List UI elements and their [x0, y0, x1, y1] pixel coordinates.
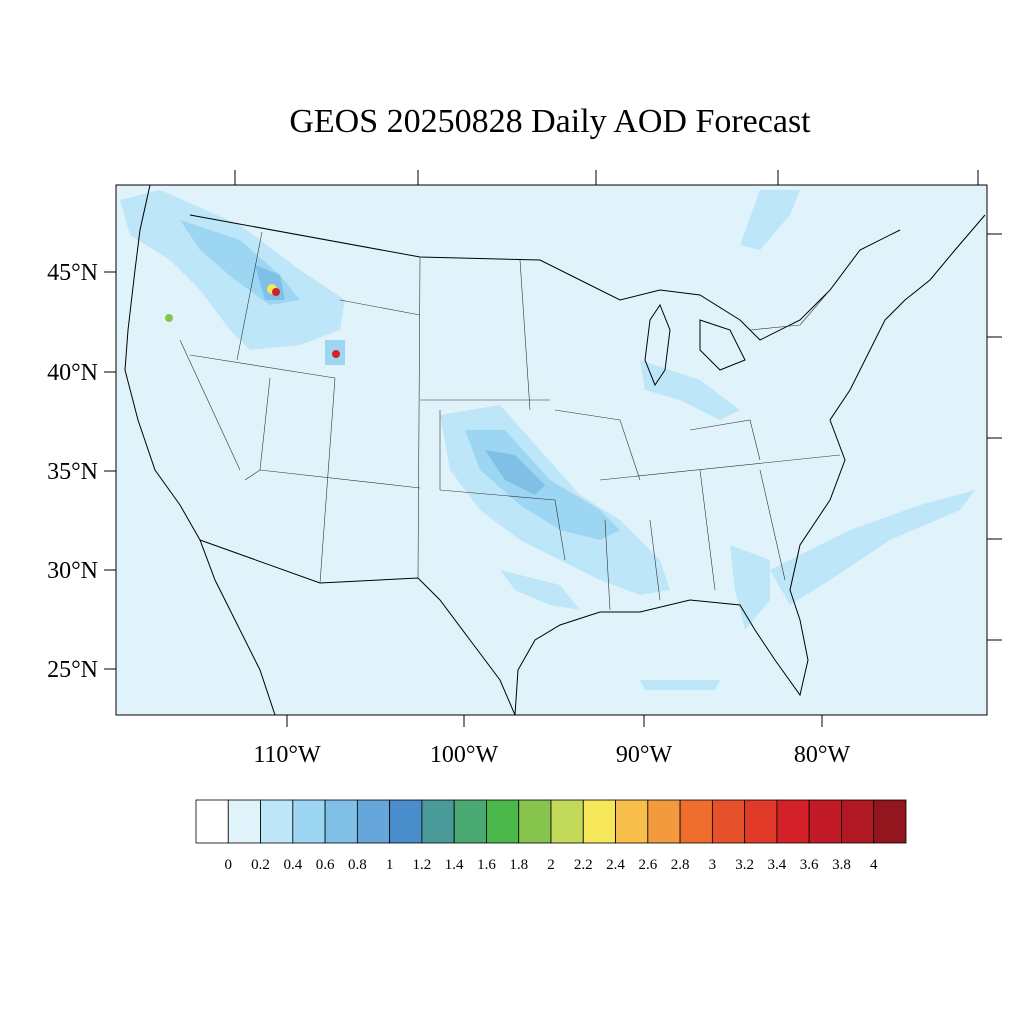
colorbar-box [647, 799, 681, 844]
colorbar-box [776, 799, 810, 844]
colorbar-box [808, 799, 842, 844]
colorbar-box [453, 799, 487, 844]
colorbar-box [260, 799, 294, 844]
colorbar-box [389, 799, 423, 844]
colorbar-label: 3.4 [768, 857, 787, 873]
colorbar-box [292, 799, 326, 844]
colorbar-label: 1.8 [509, 857, 528, 873]
frame-ticks [104, 170, 1002, 727]
lat-label: 25°N [47, 657, 98, 683]
colorbar-label: 3 [709, 857, 717, 873]
colorbar-label: 3.8 [832, 857, 851, 873]
lat-label: 30°N [47, 558, 98, 584]
lon-label: 110°W [253, 742, 321, 768]
colorbar-box [518, 799, 552, 844]
map [104, 170, 1002, 727]
lon-label: 80°W [794, 742, 851, 768]
colorbar-label: 2.4 [606, 857, 625, 873]
colorbar-label: 0 [225, 857, 233, 873]
colorbar-box [615, 799, 649, 844]
colorbar-label: 0.2 [251, 857, 270, 873]
colorbar-label: 1.4 [445, 857, 464, 873]
colorbar: 0 0.2 0.4 0.6 0.8 1 1.2 1.4 1.6 1.8 2 2.2 2.4 2.6 2.8 3… [195, 799, 907, 873]
colorbar-label: 4 [870, 857, 878, 873]
colorbar-box [356, 799, 391, 844]
colorbar-box [711, 799, 746, 844]
colorbar-box [486, 799, 520, 844]
colorbar-box [227, 799, 261, 844]
colorbar-box [550, 799, 584, 844]
colorbar-label: 0.4 [283, 857, 302, 873]
colorbar-box [744, 799, 778, 844]
colorbar-box [195, 799, 229, 844]
colorbar-label: 2.6 [638, 857, 657, 873]
colorbar-label: 1.2 [413, 857, 432, 873]
map-frame [115, 184, 988, 716]
colorbar-box [841, 799, 875, 844]
lat-label: 40°N [47, 360, 98, 386]
colorbar-label: 0.6 [316, 857, 335, 873]
colorbar-label: 3.2 [735, 857, 754, 873]
colorbar-box [421, 799, 455, 844]
lat-label: 35°N [47, 459, 98, 485]
colorbar-box [324, 799, 358, 844]
axis-labels: 45°N 40°N 35°N 30°N 25°N 110°W 100°W 90°W 80°W [47, 260, 850, 768]
colorbar-label: 2.2 [574, 857, 593, 873]
colorbar-label: 2.8 [671, 857, 690, 873]
lon-label: 90°W [616, 742, 673, 768]
lat-label: 45°N [47, 260, 98, 286]
lon-label: 100°W [430, 742, 499, 768]
colorbar-label: 1.6 [477, 857, 496, 873]
colorbar-label: 2 [547, 857, 555, 873]
colorbar-label: 1 [386, 857, 394, 873]
colorbar-box [582, 799, 616, 844]
title: GEOS 20250828 Daily AOD Forecast [289, 103, 811, 140]
colorbar-label: 3.6 [800, 857, 819, 873]
colorbar-box [679, 799, 713, 844]
colorbar-label: 0.8 [348, 857, 367, 873]
colorbar-box [873, 799, 907, 844]
boundaries [124, 185, 986, 715]
